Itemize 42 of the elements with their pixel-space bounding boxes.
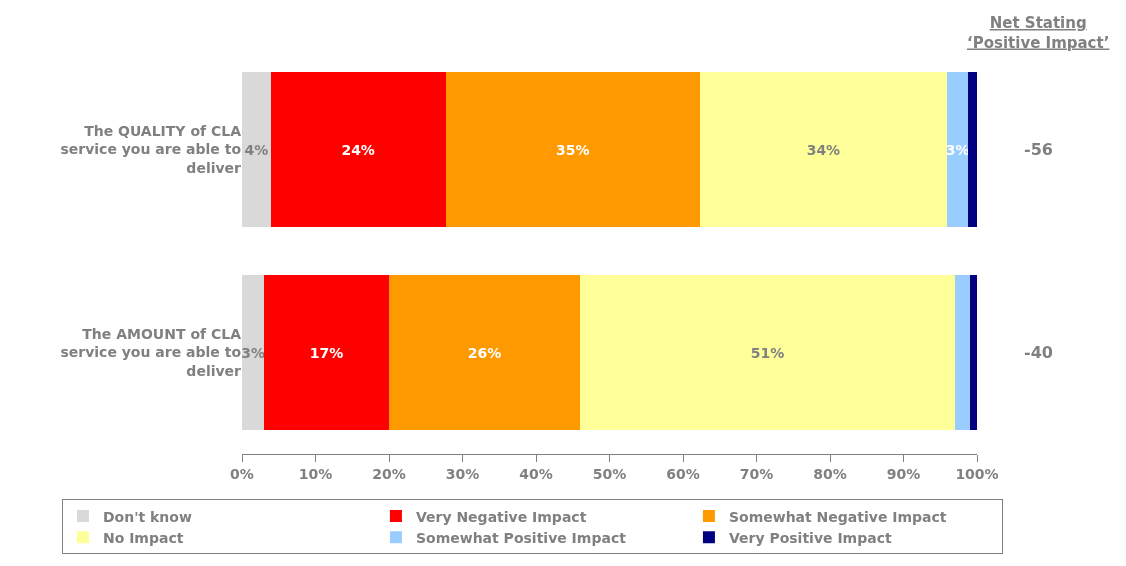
legend-label: Very Negative Impact <box>415 508 587 525</box>
x-tick-label: 50% <box>592 465 627 482</box>
legend-label: No Impact <box>102 529 184 546</box>
x-tick-label: 30% <box>445 465 480 482</box>
y-tick-label: The QUALITY of CLA service you are able to deliver <box>60 123 242 176</box>
text: -56 <box>1024 140 1053 159</box>
bar <box>270 71 446 228</box>
x-tick-label: 20% <box>372 465 406 482</box>
legend-label: Somewhat Negative Impact <box>728 508 947 525</box>
bar <box>946 71 969 228</box>
legend-label: Somewhat Positive Impact <box>415 529 627 546</box>
x-tick-label: 10% <box>298 465 333 482</box>
data-label: 34% <box>806 141 841 158</box>
data-label: 51% <box>750 344 785 361</box>
bar <box>389 274 581 431</box>
bar <box>242 274 265 431</box>
annotation: Net Stating ‘Positive Impact’ <box>967 14 1110 52</box>
data-label: 35% <box>556 141 590 158</box>
bar <box>954 274 970 431</box>
x-tick-label: 60% <box>666 465 700 482</box>
data-label: 4% <box>244 141 269 158</box>
data-label: 3% <box>241 344 265 361</box>
legend-label: Don't know <box>102 508 192 525</box>
y-tick-label: The AMOUNT of CLA service you are able to deliver <box>60 326 242 379</box>
x-tick-label: 40% <box>519 465 553 482</box>
data-label: 17% <box>309 344 344 361</box>
bar <box>969 274 977 431</box>
legend-label: Very Positive Impact <box>728 529 892 546</box>
x-tick-label: 90% <box>886 465 921 482</box>
bar <box>242 71 271 228</box>
x-tick-label: 70% <box>739 465 774 482</box>
x-tick-label: 100% <box>955 465 999 482</box>
bar <box>968 71 977 228</box>
x-tick-label: 0% <box>230 465 254 482</box>
bar <box>699 71 947 228</box>
bar <box>445 71 700 228</box>
data-label: 26% <box>467 344 502 361</box>
bar <box>580 274 955 431</box>
text: -40 <box>1024 343 1053 362</box>
bar <box>264 274 389 431</box>
x-tick-label: 80% <box>813 465 847 482</box>
data-label: 24% <box>341 141 375 158</box>
